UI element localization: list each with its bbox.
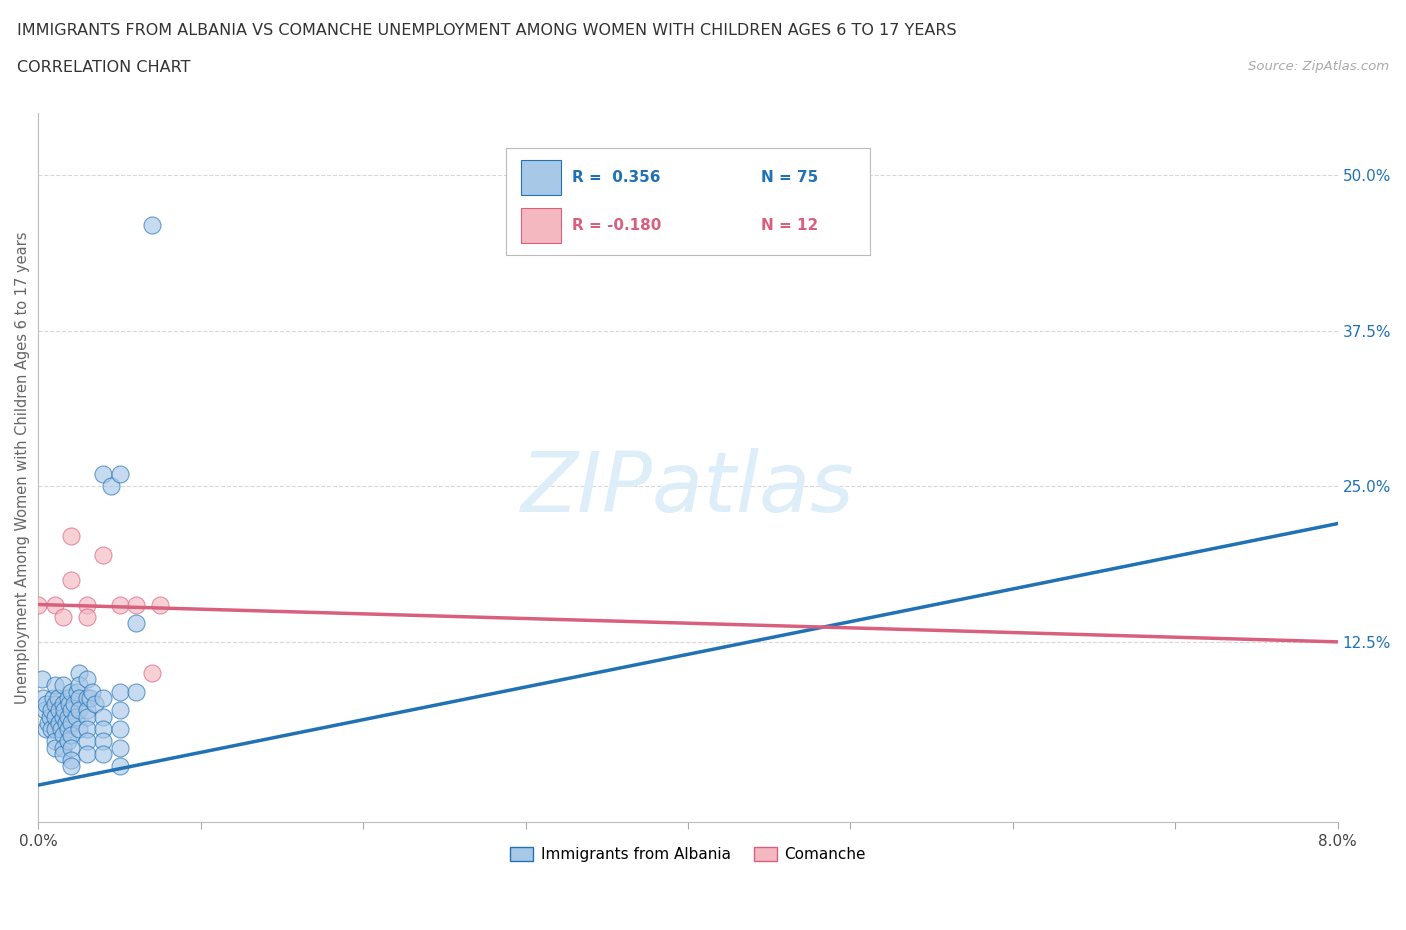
Text: IMMIGRANTS FROM ALBANIA VS COMANCHE UNEMPLOYMENT AMONG WOMEN WITH CHILDREN AGES : IMMIGRANTS FROM ALBANIA VS COMANCHE UNEM…: [17, 23, 956, 38]
Point: [59, 728, 82, 743]
Point: [76, 609, 98, 624]
Point: [52, 609, 75, 624]
Point: [44, 678, 66, 693]
Point: [65, 710, 87, 724]
Point: [44, 740, 66, 755]
Y-axis label: Unemployment Among Women with Children Ages 6 to 17 years: Unemployment Among Women with Children A…: [15, 232, 30, 704]
Point: [44, 597, 66, 612]
Text: ZIPatlas: ZIPatlas: [522, 448, 855, 529]
Point: [52, 678, 75, 693]
Point: [79, 690, 101, 705]
Point: [53, 703, 76, 718]
Point: [108, 597, 131, 612]
Point: [108, 684, 131, 699]
Point: [52, 728, 75, 743]
Point: [108, 759, 131, 774]
Point: [41, 722, 63, 737]
Point: [34, 703, 56, 718]
Point: [59, 752, 82, 767]
Point: [56, 690, 79, 705]
Point: [108, 466, 131, 481]
Point: [141, 218, 163, 232]
Point: [41, 703, 63, 718]
Point: [35, 722, 58, 737]
Point: [66, 684, 89, 699]
Point: [59, 715, 82, 730]
Point: [59, 759, 82, 774]
Point: [27, 597, 49, 612]
Point: [76, 597, 98, 612]
Point: [108, 740, 131, 755]
Point: [91, 466, 114, 481]
Point: [100, 479, 122, 494]
Point: [56, 734, 79, 749]
Point: [91, 722, 114, 737]
Point: [59, 528, 82, 543]
Point: [52, 697, 75, 711]
Point: [59, 684, 82, 699]
Point: [59, 703, 82, 718]
Point: [76, 734, 98, 749]
Point: [38, 710, 60, 724]
Point: [37, 715, 59, 730]
Point: [67, 722, 90, 737]
Point: [63, 697, 86, 711]
Point: [56, 710, 79, 724]
Point: [52, 747, 75, 762]
Point: [108, 703, 131, 718]
Point: [31, 671, 53, 686]
Point: [67, 666, 90, 681]
Point: [59, 740, 82, 755]
Point: [76, 710, 98, 724]
Point: [55, 715, 77, 730]
Point: [52, 740, 75, 755]
Point: [32, 690, 55, 705]
Point: [80, 684, 103, 699]
Point: [48, 703, 70, 718]
Point: [56, 722, 79, 737]
Point: [44, 710, 66, 724]
Point: [91, 710, 114, 724]
Point: [108, 722, 131, 737]
Point: [149, 597, 172, 612]
Point: [91, 547, 114, 562]
Point: [58, 697, 80, 711]
Point: [59, 572, 82, 587]
Point: [76, 722, 98, 737]
Text: Source: ZipAtlas.com: Source: ZipAtlas.com: [1249, 60, 1389, 73]
Point: [44, 734, 66, 749]
Text: CORRELATION CHART: CORRELATION CHART: [17, 60, 190, 75]
Point: [49, 722, 72, 737]
Point: [76, 690, 98, 705]
Point: [67, 703, 90, 718]
Point: [84, 697, 107, 711]
Point: [44, 722, 66, 737]
Point: [76, 671, 98, 686]
Point: [91, 690, 114, 705]
Point: [48, 715, 70, 730]
Point: [42, 690, 65, 705]
Legend: Immigrants from Albania, Comanche: Immigrants from Albania, Comanche: [505, 841, 872, 868]
Point: [125, 597, 148, 612]
Point: [141, 666, 163, 681]
Point: [76, 703, 98, 718]
Point: [125, 616, 148, 631]
Point: [44, 697, 66, 711]
Point: [67, 678, 90, 693]
Point: [91, 734, 114, 749]
Point: [91, 747, 114, 762]
Point: [52, 710, 75, 724]
Point: [67, 690, 90, 705]
Point: [125, 684, 148, 699]
Point: [46, 690, 69, 705]
Point: [35, 697, 58, 711]
Point: [76, 747, 98, 762]
